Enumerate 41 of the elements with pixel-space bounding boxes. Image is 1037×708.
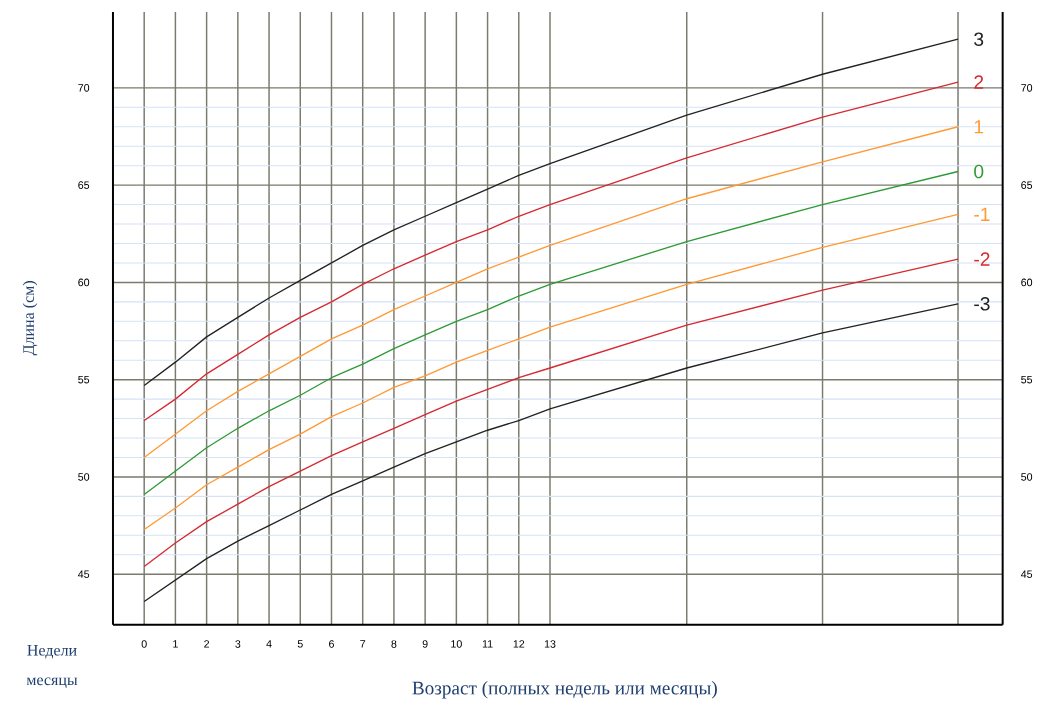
text: месяцы <box>26 677 78 689</box>
x-tick-label: 5 <box>297 640 303 648</box>
x-tick-label: 12 <box>513 640 525 648</box>
x-tick-label: 3 <box>235 640 241 648</box>
series-label: -1 <box>974 207 990 222</box>
x-tick-label: 6 <box>329 640 334 648</box>
series-label: 2 <box>974 75 984 89</box>
line-series <box>143 81 959 422</box>
y-axis-title: Длина (см) <box>22 281 38 356</box>
y-tick-label: 60 <box>78 278 90 287</box>
y2-tick-label: 70 <box>1021 84 1033 92</box>
y2-tick-label: 60 <box>1021 278 1033 287</box>
series-label: 1 <box>974 120 984 134</box>
y-tick-label: 65 <box>78 181 90 190</box>
y2-tick-label: 55 <box>1021 376 1033 384</box>
x-tick-label: 1 <box>173 640 178 648</box>
y2-tick-label: 45 <box>1020 570 1033 579</box>
y2-tick-label: 65 <box>1021 181 1033 190</box>
text: Недели <box>27 645 77 659</box>
x-axis-title: Возраст (полных недель или месяцы) <box>412 681 717 699</box>
x-tick-label: 9 <box>422 640 428 648</box>
line-series <box>143 258 959 568</box>
x-tick-label: 4 <box>266 640 272 648</box>
y-tick-label: 70 <box>78 84 90 92</box>
x-tick-label: 0 <box>141 640 147 648</box>
series-label: -2 <box>974 252 990 266</box>
x-tick-label: 13 <box>544 640 556 648</box>
y-tick-label: 55 <box>78 376 90 384</box>
x-tick-label: 8 <box>391 640 397 648</box>
y2-tick-label: 50 <box>1021 473 1033 481</box>
x-tick-label: 2 <box>204 640 210 648</box>
series-label: 3 <box>974 32 984 47</box>
y-tick-label: 45 <box>77 570 90 579</box>
series-label: 0 <box>974 164 984 179</box>
y-tick-label: 50 <box>78 473 90 481</box>
line-series <box>143 38 959 387</box>
x-tick-label: 11 <box>482 640 493 648</box>
x-tick-label: 7 <box>360 640 366 648</box>
line-series <box>143 213 959 531</box>
series-label: -3 <box>974 297 990 311</box>
x-tick-label: 10 <box>451 640 462 648</box>
